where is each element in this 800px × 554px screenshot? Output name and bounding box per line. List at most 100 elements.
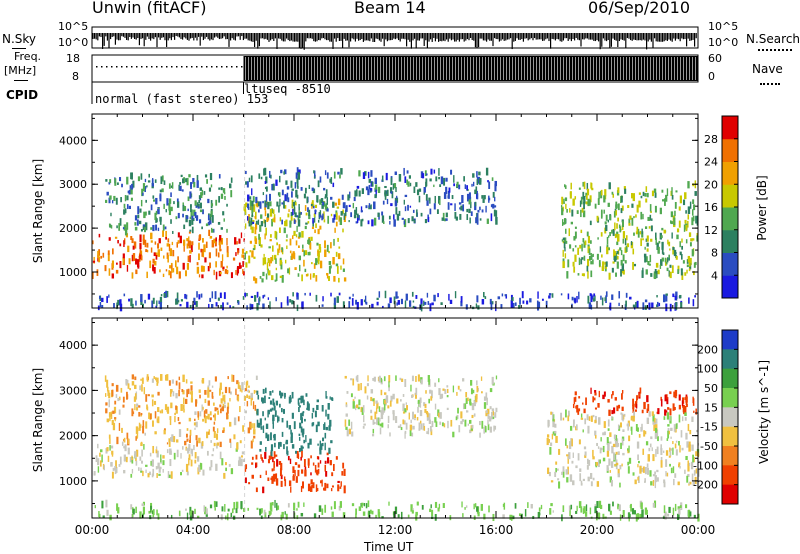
velocity-echo [182, 374, 185, 383]
power-echo [626, 243, 630, 248]
velocity-echo [553, 431, 557, 436]
velocity-echo [666, 412, 670, 420]
power-echo [692, 183, 695, 187]
power-echo [665, 261, 668, 265]
velocity-echo [155, 446, 158, 450]
velocity-echo [675, 440, 678, 443]
velocity-echo [414, 392, 417, 396]
power-echo [344, 214, 347, 218]
velocity-echo [300, 456, 302, 461]
velocity-echo [156, 382, 159, 386]
velocity-echo [566, 454, 569, 457]
power-echo [574, 196, 577, 200]
power-echo [286, 186, 290, 190]
velocity-echo [379, 375, 381, 382]
power-echo [562, 237, 565, 240]
velocity-echo [622, 414, 625, 420]
velocity-echo [477, 511, 480, 517]
power-echo [294, 182, 297, 189]
velocity-echo [583, 506, 586, 514]
velocity-echo [285, 439, 289, 445]
power-echo [177, 300, 180, 303]
velocity-echo [214, 413, 217, 421]
velocity-echo [314, 410, 317, 418]
power-echo [197, 203, 200, 209]
velocity-echo [282, 408, 285, 414]
power-echo [650, 238, 653, 242]
power-echo [133, 241, 136, 246]
power-echo [596, 217, 600, 223]
velocity-echo [419, 410, 423, 417]
velocity-echo [449, 515, 452, 521]
power-echo [442, 212, 445, 221]
velocity-echo [152, 509, 155, 515]
power-echo [153, 199, 156, 202]
velocity-echo [309, 438, 312, 445]
velocity-echo [646, 408, 649, 413]
velocity-echo [592, 456, 595, 460]
power-echo [671, 232, 673, 239]
velocity-echo [664, 409, 667, 416]
power-echo [190, 207, 192, 213]
velocity-echo [547, 439, 550, 443]
power-echo [300, 212, 302, 215]
velocity-echo [268, 397, 271, 400]
velocity-echo [579, 473, 582, 482]
power-echo [330, 242, 332, 249]
power-echo [176, 201, 180, 208]
power-echo [400, 298, 403, 305]
velocity-echo [170, 402, 173, 409]
power-echo [605, 214, 608, 221]
velocity-echo [295, 476, 298, 483]
velocity-colorbar-cell [722, 446, 738, 466]
velocity-echo [584, 451, 587, 456]
power-echo [298, 204, 300, 211]
power-echo [235, 252, 237, 257]
velocity-echo [618, 504, 621, 512]
power-echo [226, 252, 229, 258]
velocity-echo [592, 396, 594, 403]
power-echo [675, 255, 678, 260]
velocity-echo [105, 393, 107, 397]
power-echo [510, 294, 513, 302]
power-echo [384, 192, 386, 195]
power-echo [590, 294, 593, 303]
power-echo [319, 260, 323, 269]
velocity-echo [281, 431, 284, 437]
power-echo [124, 238, 126, 245]
power-echo [301, 249, 304, 252]
power-echo [125, 233, 129, 238]
power-echo [468, 192, 471, 200]
velocity-echo [136, 403, 139, 407]
velocity-echo [182, 390, 185, 395]
power-echo [144, 239, 147, 248]
velocity-echo [241, 389, 243, 393]
velocity-echo [577, 453, 580, 461]
power-colorbar-cell [722, 116, 738, 140]
velocity-echo [470, 388, 473, 395]
power-echo [326, 273, 329, 279]
velocity-echo [621, 438, 624, 446]
power-echo [204, 257, 207, 263]
power-echo [297, 273, 300, 277]
power-echo [199, 234, 202, 240]
power-echo [620, 195, 623, 198]
power-echo [409, 300, 412, 307]
power-echo [272, 183, 275, 191]
power-echo [154, 179, 157, 183]
velocity-echo [169, 416, 172, 420]
velocity-echo [674, 389, 678, 397]
power-echo [251, 200, 254, 207]
power-echo [198, 195, 201, 200]
velocity-echo [383, 376, 386, 382]
power-echo [251, 214, 254, 218]
velocity-echo [452, 385, 455, 393]
power-echo [324, 194, 328, 198]
power-echo [317, 219, 320, 223]
power-echo [333, 275, 336, 282]
velocity-echo [324, 464, 327, 472]
velocity-echo [123, 446, 125, 449]
power-echo [561, 239, 564, 242]
velocity-echo [243, 508, 246, 512]
velocity-echo [556, 468, 559, 471]
